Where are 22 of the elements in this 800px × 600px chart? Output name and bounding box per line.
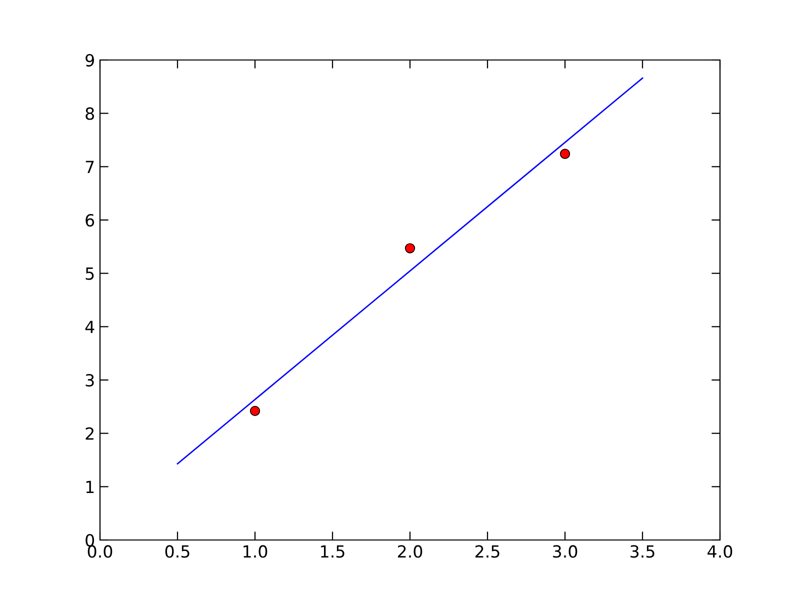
y-tick-label: 3 (86, 374, 94, 387)
y-tick-label: 0 (86, 534, 94, 547)
y-tick-label: 4 (85, 320, 94, 333)
y-tick-label: 2 (86, 427, 94, 440)
x-tick-label: 3.5 (630, 545, 654, 558)
point (560, 148, 570, 159)
y-tick-label: 7 (86, 160, 94, 173)
point (250, 406, 260, 416)
x-tick-label: 2.0 (398, 545, 422, 558)
x-tick-label: 1.0 (244, 545, 268, 558)
y-tick-label: 1 (86, 480, 94, 493)
y-tick-label: 8 (86, 107, 94, 120)
x-tick-label: 3.0 (553, 545, 578, 558)
x-tick-label: 0.0 (88, 545, 112, 558)
y-tick-label: 9 (86, 54, 94, 67)
x-tick-label: 2.5 (475, 545, 500, 558)
x-tick-label: 1.5 (321, 545, 344, 558)
x-tick-label: 0.5 (165, 545, 190, 558)
point (404, 243, 416, 254)
y-tick-label: 5 (86, 268, 94, 280)
x-tick-label: 4.0 (708, 545, 732, 558)
y-tick-label: 6 (86, 214, 94, 227)
